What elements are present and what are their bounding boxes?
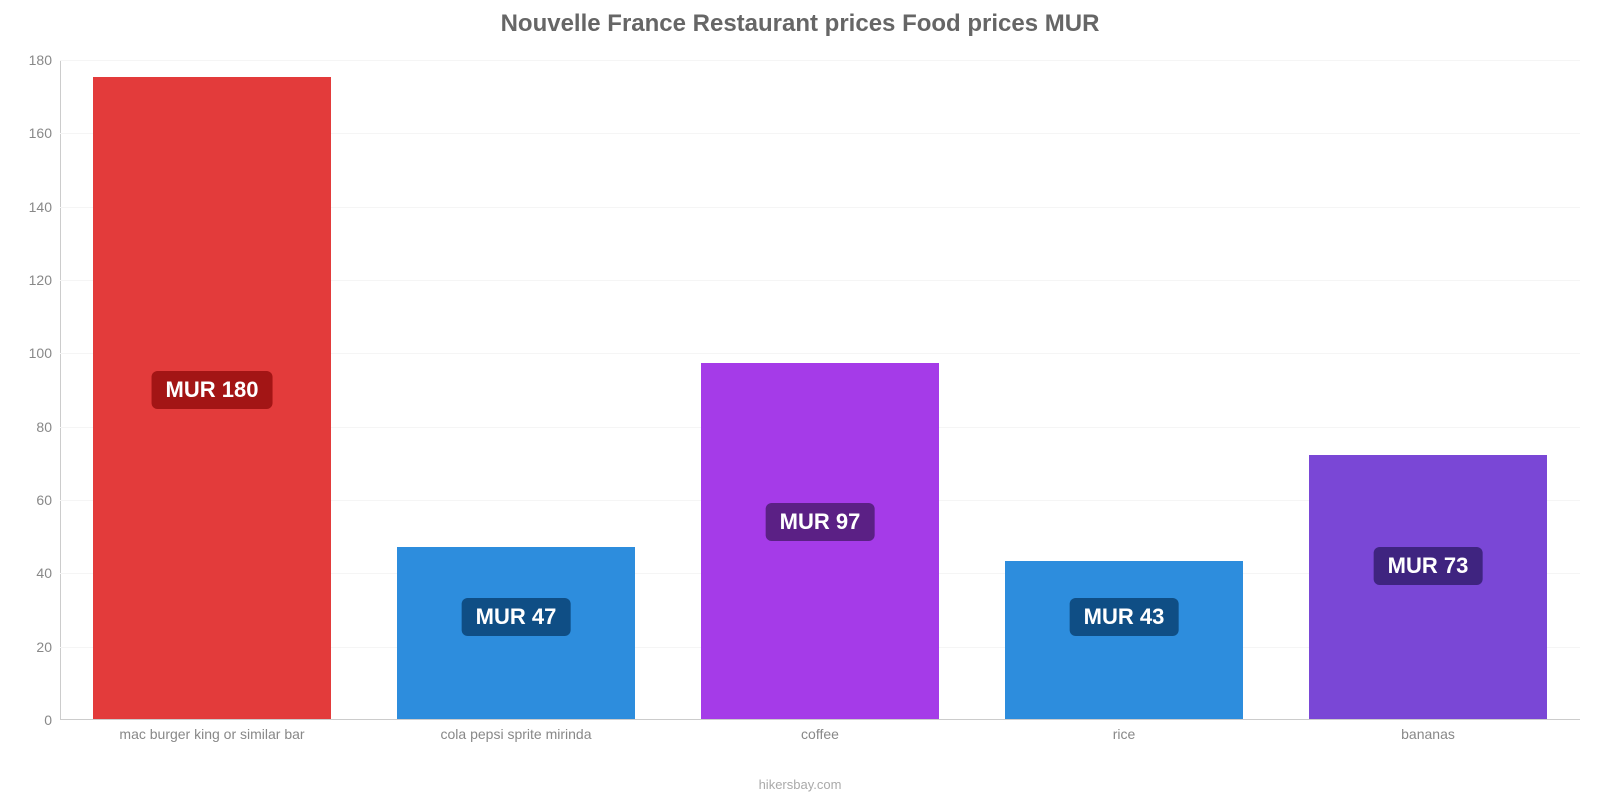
gridline [60,60,1580,61]
x-tick-label: coffee [801,726,839,742]
y-tick-label: 80 [12,419,52,435]
bar-value-label: MUR 47 [462,598,571,636]
bar [1005,561,1242,719]
x-tick-label: bananas [1401,726,1455,742]
bar-value-label: MUR 43 [1070,598,1179,636]
bar-value-label: MUR 180 [152,371,273,409]
plot-area: MUR 180 MUR 47 MUR 97 MUR 43 MUR 73 [60,60,1580,720]
y-tick-label: 140 [12,199,52,215]
x-tick-label: rice [1113,726,1136,742]
chart-attribution: hikersbay.com [0,777,1600,792]
chart-title: Nouvelle France Restaurant prices Food p… [0,10,1600,38]
bar-value-label: MUR 73 [1374,547,1483,585]
bar [1309,455,1546,719]
bar-value-label: MUR 97 [766,503,875,541]
y-tick-label: 60 [12,492,52,508]
y-tick-label: 180 [12,52,52,68]
y-tick-label: 40 [12,565,52,581]
y-tick-label: 120 [12,272,52,288]
x-tick-label: cola pepsi sprite mirinda [441,726,592,742]
y-tick-label: 100 [12,345,52,361]
y-tick-label: 160 [12,125,52,141]
x-tick-label: mac burger king or similar bar [119,726,304,742]
y-tick-label: 0 [12,712,52,728]
bar [701,363,938,719]
price-bar-chart: Nouvelle France Restaurant prices Food p… [0,0,1600,800]
y-tick-label: 20 [12,639,52,655]
